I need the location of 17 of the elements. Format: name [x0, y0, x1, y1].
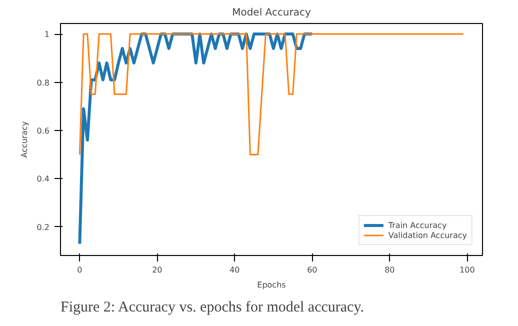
x-tick-label: 80 — [384, 266, 395, 274]
x-tick-label: 100 — [460, 266, 475, 274]
x-tick-label: 40 — [230, 266, 240, 274]
y-tick-label: 0.6 — [36, 126, 50, 136]
caption: Figure 2: Accuracy vs. epochs for model accuracy. — [60, 300, 364, 316]
chart-title: Model Accuracy — [232, 8, 312, 18]
y-tick-label: 0.8 — [36, 78, 50, 88]
x-tick-label: 0 — [77, 266, 82, 274]
y-tick-label: 0.2 — [36, 222, 50, 232]
x-axis-title: Epochs — [257, 280, 286, 290]
y-tick-label: 1 — [44, 30, 50, 40]
legend-label: Train Accuracy — [388, 220, 447, 230]
x-tick-label: 20 — [152, 266, 162, 274]
y-tick-label: 0.4 — [36, 174, 50, 184]
y-axis-title: Accuracy — [20, 120, 29, 158]
x-tick-label: 60 — [307, 266, 318, 274]
legend-label: Validation Accuracy — [388, 230, 467, 240]
